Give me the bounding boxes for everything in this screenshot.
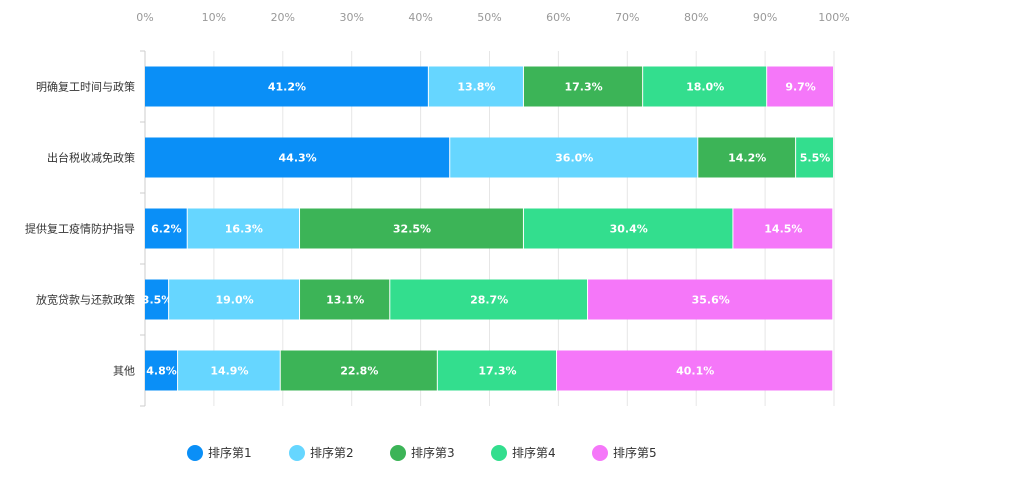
- bar-data-label: 41.2%: [268, 81, 306, 94]
- x-tick-label: 90%: [753, 11, 777, 24]
- bar-data-label: 36.0%: [555, 152, 593, 165]
- bar-data-label: 30.4%: [610, 223, 648, 236]
- bar-data-label: 14.9%: [210, 365, 248, 378]
- x-tick-label: 40%: [408, 11, 432, 24]
- bar-data-label: 9.7%: [785, 81, 816, 94]
- bar-data-label: 13.1%: [326, 294, 364, 307]
- bar-segment[interactable]: [557, 350, 833, 391]
- x-tick-label: 30%: [339, 11, 363, 24]
- legend-item[interactable]: 排序第3: [390, 445, 455, 461]
- bar-segment[interactable]: [300, 279, 390, 320]
- bar-data-label: 17.3%: [478, 365, 516, 378]
- x-tick-label: 60%: [546, 11, 570, 24]
- legend-label: 排序第1: [208, 445, 252, 460]
- bar-segment[interactable]: [450, 137, 698, 178]
- bar-data-label: 40.1%: [676, 365, 714, 378]
- legend-label: 排序第5: [613, 445, 657, 460]
- bar-data-label: 16.3%: [225, 223, 263, 236]
- x-axis-ticks: 0% 10% 20% 30% 40% 50% 60% 70% 80% 90% 100%: [136, 11, 849, 24]
- bar-segment[interactable]: [698, 137, 796, 178]
- bar-segment[interactable]: [145, 350, 178, 391]
- legend-marker: [289, 445, 305, 461]
- bar-segment[interactable]: [588, 279, 833, 320]
- bar-data-label: 5.5%: [800, 152, 831, 165]
- x-tick-label: 50%: [477, 11, 501, 24]
- legend-marker: [187, 445, 203, 461]
- bar-segment[interactable]: [145, 66, 428, 107]
- bar-segment[interactable]: [796, 137, 833, 178]
- bar-segment[interactable]: [187, 208, 300, 249]
- category-label: 明确复工时间与政策: [36, 80, 135, 94]
- x-tick-label: 100%: [818, 11, 849, 24]
- legend-label: 排序第4: [512, 445, 556, 460]
- bar-data-label: 35.6%: [692, 294, 730, 307]
- legend-marker: [592, 445, 608, 461]
- bar-data-label: 18.0%: [686, 81, 724, 94]
- bar-data-label: 3.5%: [142, 294, 173, 307]
- bar-data-label: 14.2%: [728, 152, 766, 165]
- bar-data-label: 22.8%: [340, 365, 378, 378]
- bar-segment[interactable]: [145, 137, 450, 178]
- x-tick-label: 80%: [684, 11, 708, 24]
- bar-segment[interactable]: [300, 208, 523, 249]
- bar-segment[interactable]: [178, 350, 280, 391]
- category-label: 提供复工疫情防护指导: [25, 222, 135, 236]
- legend-label: 排序第3: [411, 445, 455, 460]
- bar-segment[interactable]: [767, 66, 833, 107]
- bar-data-label: 28.7%: [470, 294, 508, 307]
- bar-data-label: 4.8%: [146, 365, 177, 378]
- bar-segment[interactable]: [145, 279, 169, 320]
- bar-data-label: 44.3%: [279, 152, 317, 165]
- legend-marker: [491, 445, 507, 461]
- bar-data-label: 17.3%: [564, 81, 602, 94]
- bar-segment[interactable]: [169, 279, 300, 320]
- legend-item[interactable]: 排序第2: [289, 445, 354, 461]
- bar-segment[interactable]: [643, 66, 767, 107]
- legend-item[interactable]: 排序第1: [187, 445, 252, 461]
- category-label: 出台税收减免政策: [47, 151, 135, 165]
- bar-data-label: 19.0%: [215, 294, 253, 307]
- category-label: 其他: [113, 365, 135, 378]
- bar-data-label: 6.2%: [151, 223, 182, 236]
- bar-segment[interactable]: [733, 208, 833, 249]
- bar-segment[interactable]: [280, 350, 437, 391]
- bar-segment[interactable]: [437, 350, 557, 391]
- bar-data-label: 13.8%: [457, 81, 495, 94]
- bar-data-label: 32.5%: [393, 223, 431, 236]
- bar-segment[interactable]: [523, 208, 733, 249]
- category-label: 放宽贷款与还款政策: [36, 293, 135, 307]
- legend-item[interactable]: 排序第5: [592, 445, 657, 461]
- bars: 41.2% 13.8% 17.3% 18.0% 9.7% 44.3% 36.0% 14.2% 5…: [142, 66, 833, 391]
- legend-marker: [390, 445, 406, 461]
- bar-segment[interactable]: [523, 66, 643, 107]
- bar-segment[interactable]: [428, 66, 523, 107]
- bar-data-label: 14.5%: [764, 223, 802, 236]
- bar-segment[interactable]: [145, 208, 187, 249]
- x-tick-label: 70%: [615, 11, 639, 24]
- x-tick-label: 0%: [136, 11, 153, 24]
- legend-label: 排序第2: [310, 445, 354, 460]
- x-tick-label: 10%: [202, 11, 226, 24]
- legend[interactable]: 排序第1 排序第2 排序第3 排序第4 排序第5: [187, 445, 657, 461]
- legend-item[interactable]: 排序第4: [491, 445, 556, 461]
- x-tick-label: 20%: [271, 11, 295, 24]
- bar-segment[interactable]: [390, 279, 588, 320]
